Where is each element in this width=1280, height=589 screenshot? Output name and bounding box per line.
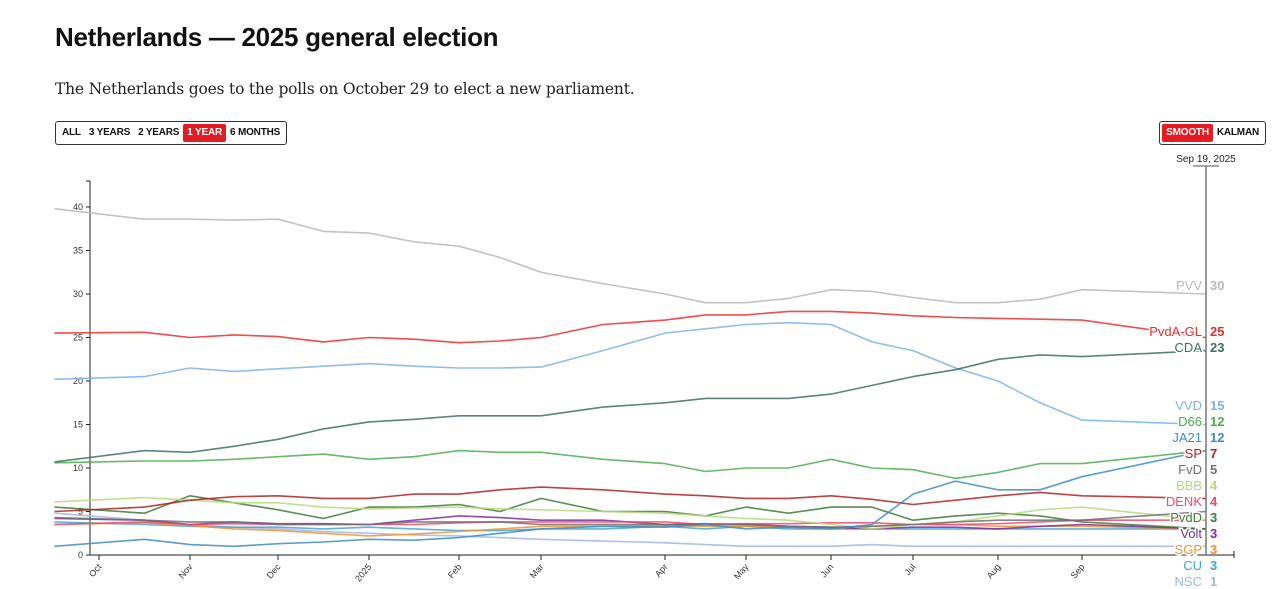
end-label-value: 3 — [1210, 542, 1217, 557]
end-label-name: CU — [1183, 558, 1202, 573]
end-label-name: PvdA-GL — [1149, 324, 1202, 339]
end-label-name: CDA — [1175, 340, 1203, 355]
end-label-name: DENK — [1166, 494, 1202, 509]
series-line-vvd — [54, 321, 1207, 426]
series-line-fvd — [54, 510, 1207, 529]
series-line-pvdd — [54, 494, 1207, 530]
series-line-cda — [54, 349, 1207, 463]
end-label-name: JA21 — [1172, 430, 1202, 445]
end-label-value: 3 — [1210, 510, 1217, 525]
current-date-marker: Sep 19, 2025 — [1176, 154, 1236, 555]
x-tick-label: Dec — [265, 561, 283, 580]
end-label-value: 4 — [1210, 494, 1218, 509]
x-tick-label: Sep — [1069, 562, 1087, 581]
end-label-value: 23 — [1210, 340, 1224, 355]
end-label-value: 12 — [1210, 414, 1224, 429]
x-tick-label: Oct — [87, 561, 104, 579]
end-label-value: 15 — [1210, 398, 1224, 413]
end-label-value: 3 — [1210, 526, 1217, 541]
end-label-name: PvdD — [1170, 510, 1202, 525]
end-label-name: PVV — [1176, 278, 1202, 293]
end-label-name: SP — [1185, 446, 1202, 461]
end-label-name: NSC — [1175, 574, 1202, 589]
series-lines — [54, 207, 1207, 548]
kalman-button[interactable]: KALMAN — [1216, 127, 1259, 138]
series-line-ja21 — [54, 449, 1207, 548]
y-tick-label: 10 — [73, 463, 83, 473]
end-label-name: FvD — [1178, 462, 1202, 477]
y-tick-label: 35 — [73, 246, 83, 256]
range-3-years-button[interactable]: 3 YEARS — [88, 127, 131, 138]
x-tick-label: Jul — [902, 562, 917, 577]
series-line-sp — [54, 486, 1207, 513]
series-line-pvv — [54, 207, 1207, 304]
x-tick-label: Feb — [446, 562, 464, 580]
end-label-value: 3 — [1210, 558, 1217, 573]
end-label-name: D66 — [1178, 414, 1202, 429]
x-tick-label: Aug — [985, 562, 1003, 581]
end-label-name: BBB — [1176, 478, 1202, 493]
end-label-value: 7 — [1210, 446, 1217, 461]
end-label-name: Volt — [1180, 526, 1202, 541]
x-tick-label: Mar — [528, 562, 546, 580]
x-tick-label: May — [732, 561, 751, 581]
end-label-value: 25 — [1210, 324, 1224, 339]
y-tick-label: 30 — [73, 289, 83, 299]
range-2-years-button[interactable]: 2 YEARS — [138, 127, 180, 138]
x-tick-label: 2025 — [353, 562, 374, 584]
series-line-cu — [54, 521, 1206, 532]
x-tick-label: Nov — [177, 561, 195, 580]
y-tick-label: 40 — [73, 202, 83, 212]
end-label-value: 4 — [1210, 478, 1218, 493]
x-tick-label: Apr — [653, 562, 670, 579]
end-label-value: 12 — [1210, 430, 1224, 445]
y-tick-label: 15 — [73, 420, 83, 430]
time-range-selector: ALL 3 YEARS 2 YEARS 1 YEAR 6 MONTHS — [55, 121, 288, 145]
range-all-button[interactable]: ALL — [62, 127, 81, 138]
end-label-value: 30 — [1210, 278, 1224, 293]
range-6-months-button[interactable]: 6 MONTHS — [230, 127, 281, 138]
series-line-d66 — [54, 449, 1207, 480]
y-tick-label: 0 — [78, 550, 83, 560]
page-subtitle: The Netherlands goes to the polls on Oct… — [55, 80, 635, 98]
y-tick-label: 5 — [78, 507, 83, 517]
current-date-label: Sep 19, 2025 — [1176, 154, 1236, 165]
smoothing-method-selector: SMOOTH KALMAN — [1159, 121, 1266, 145]
y-tick-label: 20 — [73, 376, 83, 386]
x-tick-label: Jun — [819, 562, 836, 580]
end-label-value: 1 — [1210, 574, 1217, 589]
smooth-button[interactable]: SMOOTH — [1162, 124, 1213, 142]
series-line-nsc — [54, 512, 1206, 548]
end-label-value: 5 — [1210, 462, 1217, 477]
series-line-pvda-gl — [54, 310, 1207, 344]
range-1-year-button[interactable]: 1 YEAR — [183, 124, 227, 142]
end-label-name: VVD — [1175, 398, 1202, 413]
end-label-name: SGP — [1175, 542, 1202, 557]
page-title: Netherlands — 2025 general election — [55, 22, 499, 52]
y-tick-label: 25 — [73, 333, 83, 343]
